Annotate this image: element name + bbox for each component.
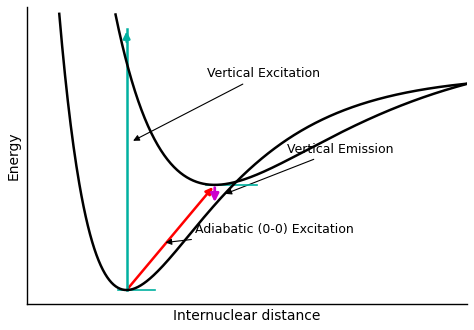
Text: Adiabatic (0-0) Excitation: Adiabatic (0-0) Excitation xyxy=(167,223,354,244)
Text: Vertical Emission: Vertical Emission xyxy=(227,143,393,194)
Text: Vertical Excitation: Vertical Excitation xyxy=(134,67,320,140)
Y-axis label: Energy: Energy xyxy=(7,131,21,180)
X-axis label: Internuclear distance: Internuclear distance xyxy=(173,309,320,323)
